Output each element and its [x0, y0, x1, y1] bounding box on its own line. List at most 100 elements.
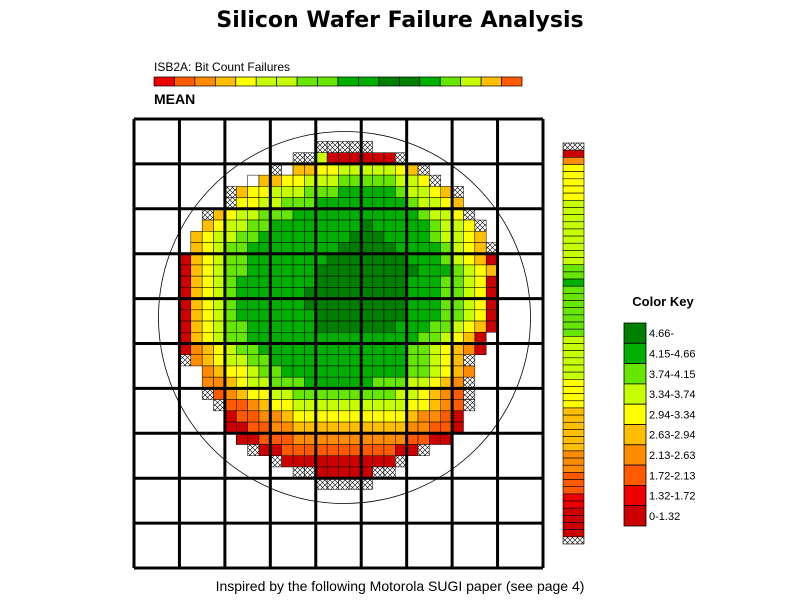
wafer-cell	[440, 365, 453, 378]
wafer-cell	[326, 163, 339, 176]
wafer-cell	[474, 242, 487, 254]
wafer-cell	[326, 354, 339, 367]
wafer-cell	[281, 275, 294, 288]
wafer-cell	[292, 275, 305, 288]
wafer-cell	[201, 332, 214, 344]
wafer-cell	[326, 433, 339, 445]
wafer-cell	[281, 298, 294, 311]
wafer-cell	[474, 309, 487, 322]
wafer-cell	[247, 275, 260, 288]
wafer-cell	[417, 433, 430, 445]
wafer-cell	[406, 163, 419, 176]
wafer-cell	[247, 242, 260, 254]
wafer-cell	[406, 275, 419, 288]
wafer-cell	[349, 275, 362, 288]
wafer-cell	[258, 242, 271, 254]
wafer-cell	[315, 455, 328, 468]
wafer-cell	[213, 253, 226, 266]
wafer-cell	[383, 309, 396, 322]
wafer-cell	[224, 208, 237, 221]
wafer-cell	[201, 343, 214, 355]
wafer-cell	[383, 253, 396, 266]
wafer-cell	[372, 354, 385, 367]
wafer-cell	[440, 186, 453, 198]
wafer-cell	[440, 388, 453, 400]
wafer-cell	[429, 264, 442, 277]
wafer-cell	[190, 287, 203, 299]
top-strip-cell	[439, 76, 462, 87]
wafer-cell	[281, 354, 294, 367]
wafer-cell	[383, 421, 396, 434]
wafer-cell	[349, 208, 362, 221]
legend-label: 2.13-2.63	[649, 450, 695, 462]
wafer-cell	[417, 208, 430, 221]
wafer-cell	[304, 264, 317, 277]
top-strip-cell	[378, 76, 400, 87]
wafer-cell	[395, 320, 407, 333]
wafer-cell	[281, 186, 294, 198]
wafer-cell	[406, 174, 419, 187]
wafer-cell	[179, 309, 192, 322]
legend-label: 2.63-2.94	[649, 430, 695, 442]
wafer-cell	[383, 197, 396, 210]
wafer-cell	[349, 332, 362, 344]
wafer-cell	[224, 298, 237, 311]
wafer-cell	[338, 186, 351, 198]
wafer-cell	[463, 388, 476, 400]
wafer-cell	[292, 365, 305, 378]
wafer-cell	[247, 332, 260, 344]
wafer-cell	[236, 309, 248, 322]
wafer-cell	[304, 231, 317, 243]
wafer-cell	[258, 376, 271, 389]
right-strip-cell	[562, 300, 585, 309]
wafer-cell	[236, 275, 248, 288]
wafer-cell	[383, 287, 396, 299]
wafer-cell	[395, 186, 407, 198]
wafer-cell	[406, 332, 419, 344]
wafer-cell	[292, 421, 305, 434]
top-strip-cell	[398, 76, 421, 87]
wafer-cell	[304, 208, 317, 221]
wafer-cell	[315, 197, 328, 210]
wafer-cell	[315, 264, 328, 277]
wafer-cell	[292, 186, 305, 198]
wafer-cell	[349, 197, 362, 210]
wafer-cell	[417, 298, 430, 311]
wafer-cell	[383, 152, 396, 165]
wafer-cell	[201, 253, 214, 266]
wafer-cell	[383, 275, 396, 288]
top-strip-cell	[480, 76, 502, 87]
wafer-cell	[304, 242, 317, 254]
wafer-cell	[463, 354, 476, 367]
wafer-cell	[360, 242, 373, 254]
wafer-cell	[338, 477, 351, 490]
wafer-cell	[258, 275, 271, 288]
wafer-cell	[360, 141, 373, 153]
wafer-cell	[201, 287, 214, 299]
wafer-cell	[292, 466, 305, 479]
wafer-cell	[372, 174, 385, 187]
wafer-cell	[395, 219, 407, 232]
right-strip-cell	[562, 336, 585, 344]
wafer-cell	[213, 219, 226, 232]
wafer-cell	[201, 231, 214, 243]
wafer-cell	[236, 354, 248, 367]
wafer-cell	[349, 365, 362, 378]
wafer-cell	[315, 466, 328, 479]
right-strip-cell	[562, 486, 585, 495]
wafer-cell	[270, 197, 282, 210]
wafer-cell	[372, 455, 385, 468]
wafer-cell	[326, 410, 339, 423]
wafer-cell	[338, 231, 351, 243]
right-strip-cell	[562, 500, 585, 509]
wafer-cell	[474, 264, 487, 277]
top-strip-cell	[255, 76, 278, 87]
wafer-cell	[383, 376, 396, 389]
wafer-cell	[395, 152, 407, 165]
wafer-cell	[270, 174, 282, 187]
wafer-cell	[349, 309, 362, 322]
wafer-cell	[315, 219, 328, 232]
wafer-cell	[315, 399, 328, 412]
wafer-cell	[190, 298, 203, 311]
wafer-cell	[440, 410, 453, 423]
